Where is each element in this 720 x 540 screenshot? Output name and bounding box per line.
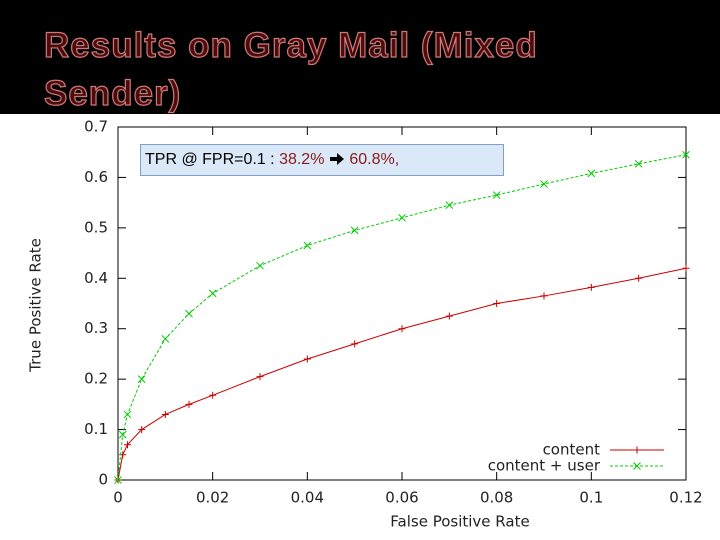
marker [256, 373, 264, 381]
marker [256, 261, 264, 270]
y-tick-label: 0.5 [84, 218, 108, 236]
marker [587, 283, 595, 291]
y-tick-label: 0.1 [84, 420, 108, 438]
marker [185, 309, 193, 318]
marker [633, 446, 641, 454]
marker [445, 312, 453, 320]
marker [118, 430, 127, 439]
x-tick-label: 0 [113, 489, 123, 507]
marker [161, 334, 170, 343]
marker [137, 375, 146, 383]
marker [123, 410, 132, 419]
arrow-icon [329, 153, 344, 165]
x-tick-label: 0.06 [385, 489, 418, 507]
marker [114, 476, 122, 484]
marker [398, 325, 406, 333]
annotation: TPR @ FPR=0.1 : 38.2% 60.8%, [140, 144, 504, 176]
marker [123, 441, 131, 449]
marker [540, 292, 548, 300]
y-tick-label: 0.6 [84, 168, 108, 186]
marker [493, 300, 501, 307]
x-tick-label: 0.02 [196, 489, 229, 507]
marker [633, 462, 641, 470]
series-line [117, 154, 687, 481]
legend-label: content + user [488, 457, 601, 475]
marker [208, 289, 217, 298]
x-axis-label: False Positive Rate [390, 513, 529, 531]
y-tick-label: 0.7 [84, 118, 108, 136]
marker [587, 169, 596, 178]
series-line [117, 267, 687, 481]
y-tick-label: 0.2 [84, 370, 108, 388]
marker [634, 159, 643, 168]
x-tick-label: 0.08 [480, 489, 513, 507]
marker [635, 274, 643, 282]
x-tick-label: 0.1 [579, 489, 603, 507]
marker [682, 150, 690, 159]
y-axis-label: True Positive Rate [27, 238, 45, 373]
marker [303, 241, 312, 250]
header-band [0, 0, 720, 114]
marker [398, 213, 406, 222]
marker [351, 340, 359, 348]
marker [350, 226, 359, 235]
x-tick-label: 0.12 [669, 489, 702, 507]
annotation-value: 60.8%, [349, 151, 400, 168]
plot-frame [117, 126, 687, 481]
marker [209, 391, 217, 399]
y-tick-label: 0 [98, 471, 108, 489]
marker [445, 201, 454, 210]
x-tick-label: 0.04 [291, 489, 324, 507]
marker [682, 264, 690, 272]
legend-label: content [543, 441, 601, 459]
annotation-text: TPR @ FPR=0.1 : [145, 151, 275, 168]
marker [138, 426, 146, 434]
marker [492, 191, 501, 199]
slide-title: Results on Gray Mail (Mixed Sender) [43, 25, 538, 113]
marker [161, 410, 169, 418]
y-tick-label: 0.4 [84, 269, 108, 287]
marker [303, 355, 311, 363]
annotation-value: 38.2% [279, 151, 325, 168]
y-tick-label: 0.3 [84, 319, 108, 337]
marker [185, 400, 193, 408]
marker [540, 180, 548, 188]
